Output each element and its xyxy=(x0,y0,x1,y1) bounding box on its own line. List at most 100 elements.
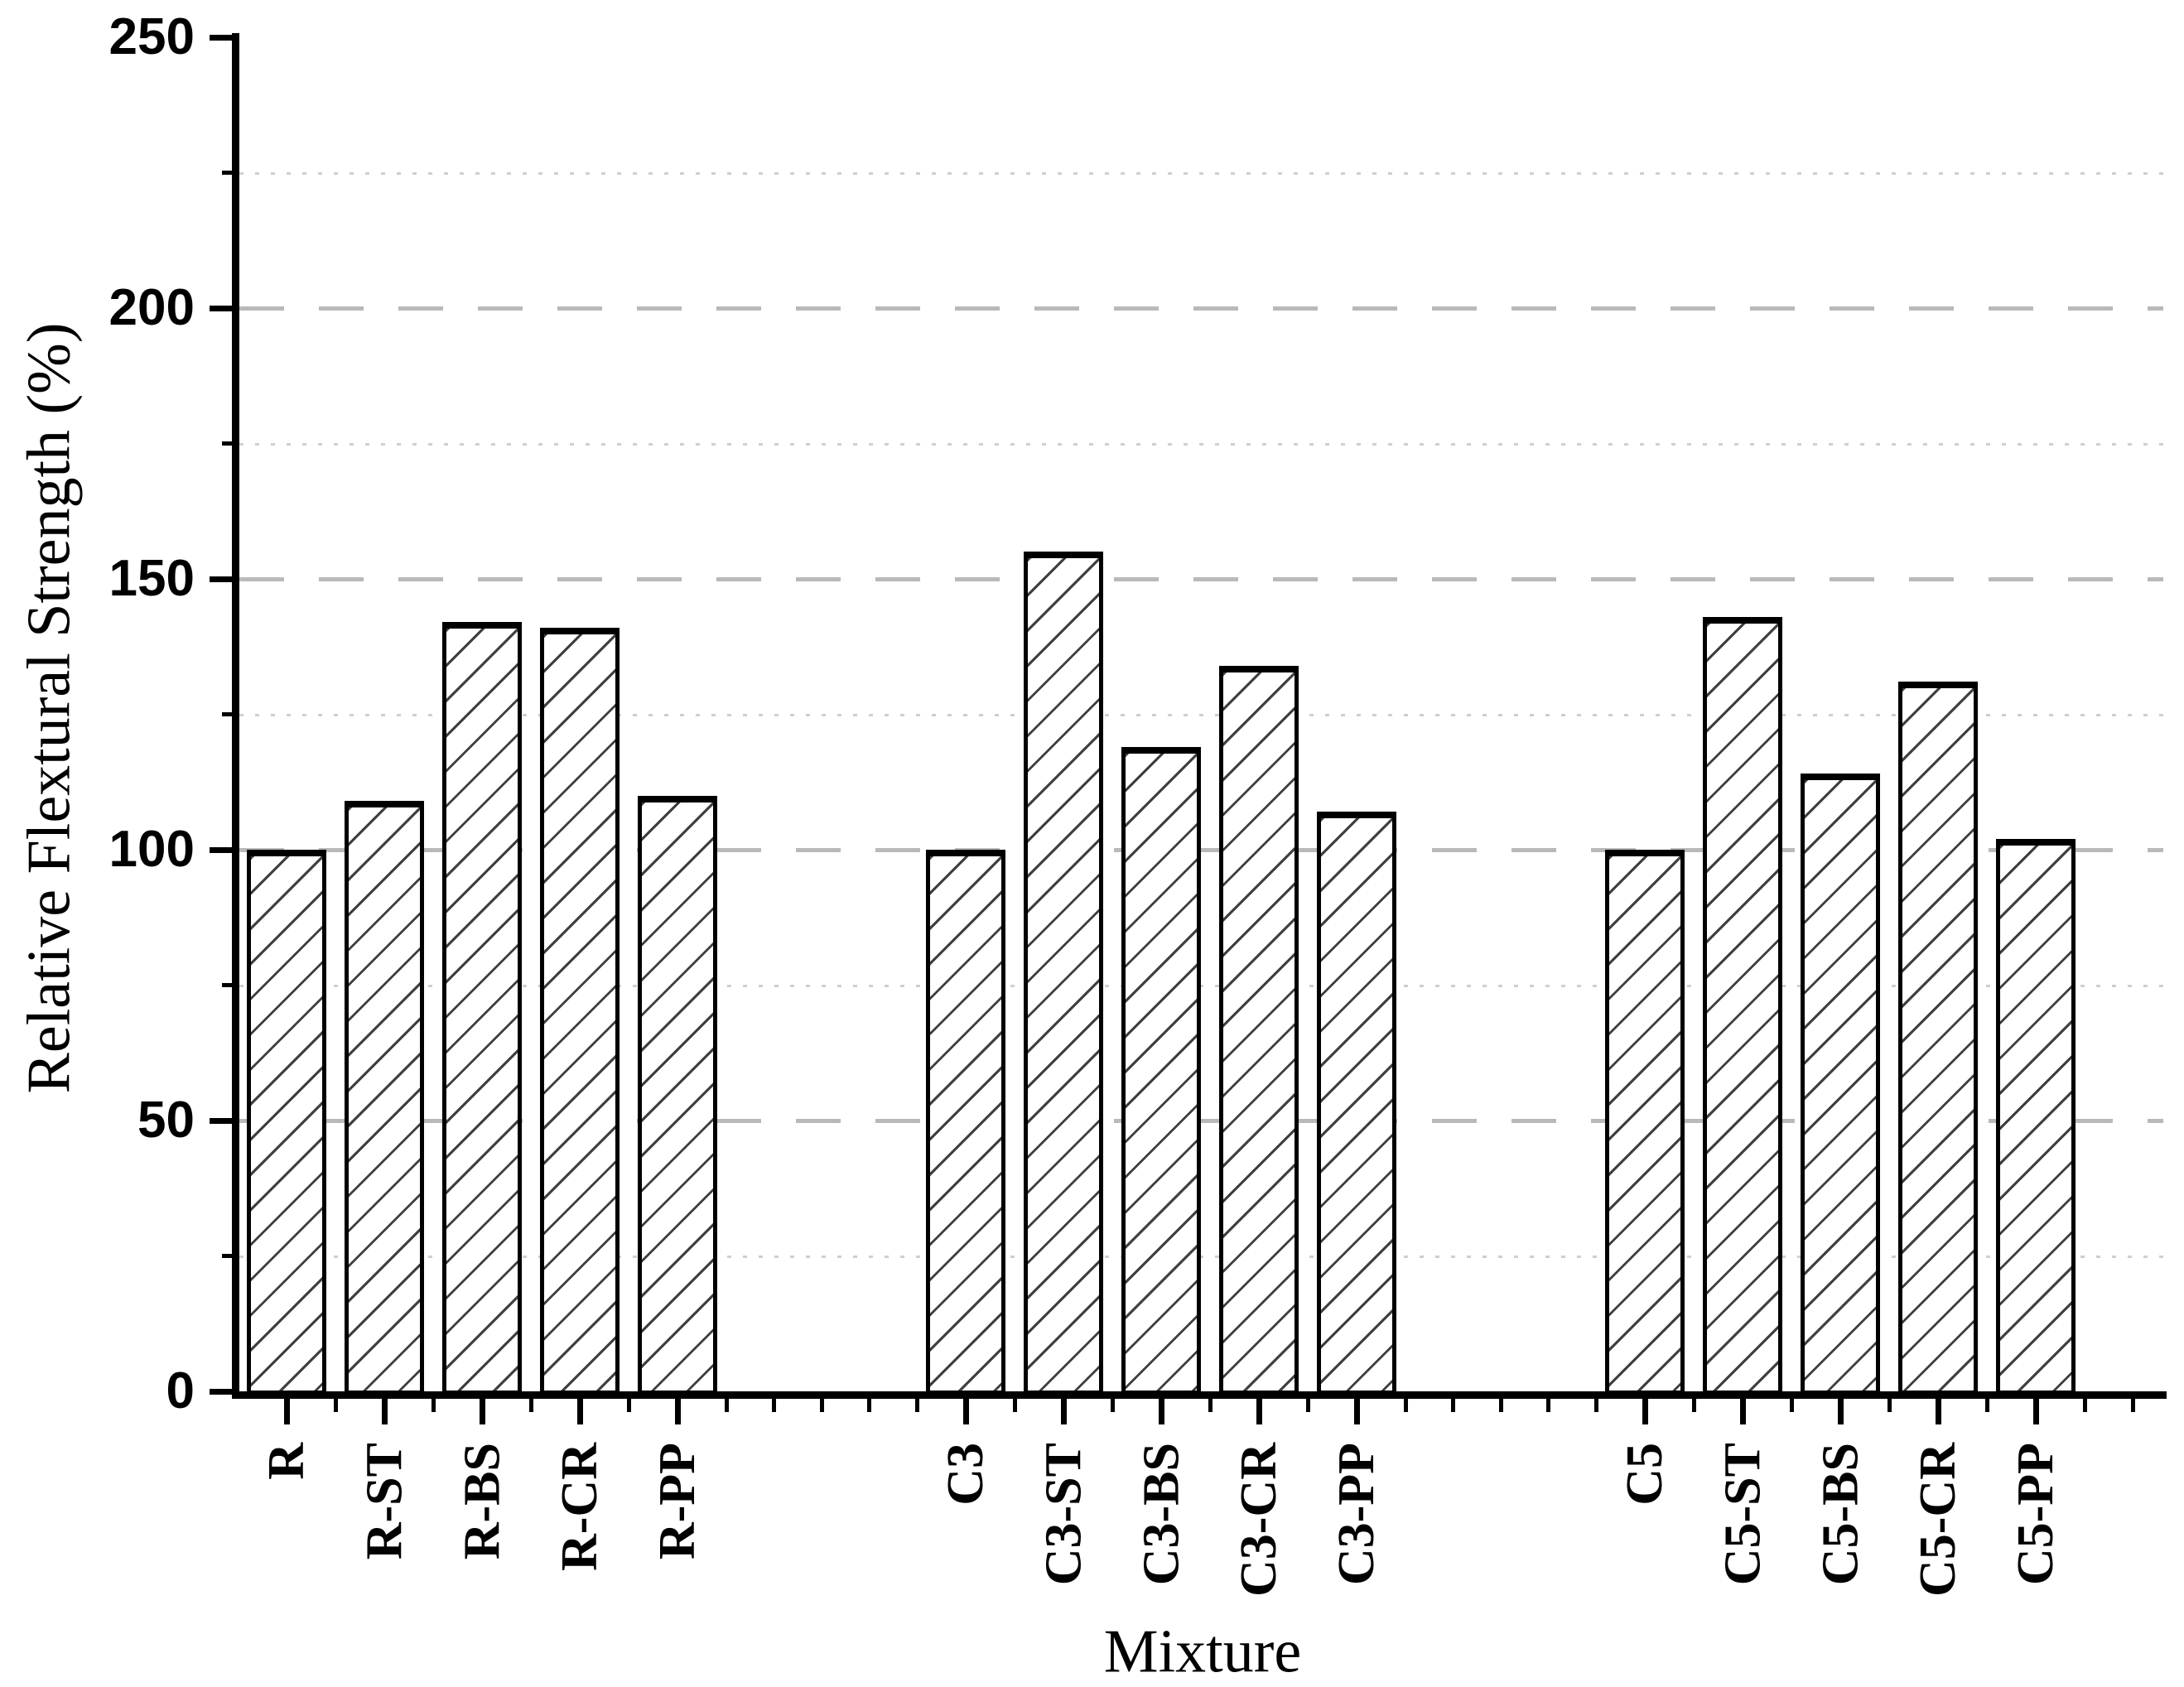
bar-C3-PP xyxy=(1317,812,1396,1395)
x-tick-label-text: C5-BS xyxy=(1812,1443,1868,1586)
x-major-tick-R-BS xyxy=(479,1395,485,1424)
x-minor-tick xyxy=(2082,1395,2087,1412)
x-axis-spine xyxy=(232,1391,2167,1399)
x-minor-tick xyxy=(1451,1395,1455,1412)
x-minor-tick xyxy=(1887,1395,1892,1412)
x-major-tick-C5-PP xyxy=(2032,1395,2039,1424)
x-minor-tick xyxy=(1984,1395,1989,1412)
minor-gridline-125 xyxy=(239,713,2163,716)
y-major-tick-0 xyxy=(210,1388,239,1395)
x-major-tick-R xyxy=(283,1395,290,1424)
y-minor-tick-175 xyxy=(222,441,239,446)
x-major-tick-C3 xyxy=(962,1395,969,1424)
x-minor-tick xyxy=(1498,1395,1503,1412)
x-tick-label-text: C3-PP xyxy=(1328,1443,1385,1586)
x-minor-tick xyxy=(431,1395,436,1412)
y-major-tick-50 xyxy=(210,1117,239,1124)
bar-R-PP xyxy=(638,795,717,1395)
major-gridline-50 xyxy=(239,1119,2163,1123)
x-minor-tick xyxy=(1593,1395,1598,1412)
bar-C5-CR xyxy=(1898,682,1978,1395)
bar-C3-ST xyxy=(1024,552,1103,1395)
y-tick-label-200: 200 xyxy=(108,279,195,336)
y-tick-label-150: 150 xyxy=(108,550,195,607)
x-tick-label-text: R xyxy=(258,1443,315,1480)
x-minor-tick xyxy=(2130,1395,2135,1412)
bar-R-CR xyxy=(540,627,620,1395)
x-axis-title: Mixture xyxy=(1103,1617,1302,1686)
bar-C3-CR xyxy=(1219,665,1299,1395)
y-minor-tick-75 xyxy=(222,983,239,987)
x-major-tick-C5 xyxy=(1642,1395,1648,1424)
x-minor-tick xyxy=(914,1395,919,1412)
x-tick-label-text: C3-CR xyxy=(1231,1443,1287,1597)
x-minor-tick xyxy=(333,1395,338,1412)
x-minor-tick xyxy=(1789,1395,1794,1412)
x-tick-label-text: C5-PP xyxy=(2008,1443,2064,1586)
bar-R-BS xyxy=(442,622,522,1395)
x-tick-label-text: C3 xyxy=(938,1443,994,1506)
bar-R-ST xyxy=(345,801,424,1395)
x-tick-label-text: R-CR xyxy=(552,1443,608,1571)
bar-C5-PP xyxy=(1996,838,2076,1395)
minor-gridline-175 xyxy=(239,442,2163,446)
x-minor-tick xyxy=(528,1395,533,1412)
x-minor-tick xyxy=(1691,1395,1696,1412)
x-tick-label-text: R-BS xyxy=(454,1443,510,1560)
y-axis-title: Relative Flextural Strength (%) xyxy=(15,322,84,1094)
x-major-tick-C3-CR xyxy=(1256,1395,1262,1424)
x-tick-label-text: C5 xyxy=(1617,1443,1673,1506)
bar-C3 xyxy=(926,850,1005,1395)
x-tick-label-text: C5-CR xyxy=(1910,1443,1966,1597)
x-major-tick-C3-BS xyxy=(1158,1395,1164,1424)
y-major-tick-250 xyxy=(210,34,239,41)
x-minor-tick xyxy=(1110,1395,1115,1412)
minor-gridline-225 xyxy=(239,171,2163,175)
x-major-tick-R-ST xyxy=(381,1395,388,1424)
x-minor-tick xyxy=(819,1395,824,1412)
x-major-tick-R-CR xyxy=(576,1395,583,1424)
x-tick-label-text: C3-BS xyxy=(1133,1443,1189,1586)
y-tick-label-250: 250 xyxy=(108,8,195,65)
major-gridline-150 xyxy=(239,577,2163,581)
y-tick-label-0: 0 xyxy=(166,1362,195,1419)
x-minor-tick xyxy=(1546,1395,1550,1412)
x-major-tick-C5-CR xyxy=(1935,1395,1941,1424)
x-major-tick-C5-BS xyxy=(1837,1395,1844,1424)
minor-gridline-25 xyxy=(239,1255,2163,1258)
x-major-tick-R-PP xyxy=(674,1395,681,1424)
major-gridline-200 xyxy=(239,306,2163,311)
x-tick-label-text: C3-ST xyxy=(1035,1443,1092,1586)
x-tick-label-text: R-PP xyxy=(649,1443,706,1560)
y-axis-spine xyxy=(232,33,239,1399)
x-minor-tick xyxy=(1403,1395,1408,1412)
y-minor-tick-125 xyxy=(222,712,239,716)
y-minor-tick-25 xyxy=(222,1254,239,1258)
minor-gridline-75 xyxy=(239,984,2163,987)
bar-C5 xyxy=(1605,850,1685,1395)
y-major-tick-200 xyxy=(210,305,239,311)
y-tick-label-100: 100 xyxy=(108,821,195,878)
major-gridline-100 xyxy=(239,848,2163,852)
y-tick-label-50: 50 xyxy=(137,1092,195,1149)
x-minor-tick xyxy=(1012,1395,1017,1412)
x-tick-label-text: C5-ST xyxy=(1714,1443,1771,1586)
x-major-tick-C5-ST xyxy=(1739,1395,1746,1424)
x-major-tick-C3-PP xyxy=(1353,1395,1360,1424)
x-major-tick-C3-ST xyxy=(1060,1395,1067,1424)
x-minor-tick xyxy=(867,1395,871,1412)
x-minor-tick xyxy=(626,1395,631,1412)
bar-R xyxy=(247,850,326,1395)
y-major-tick-100 xyxy=(210,846,239,853)
y-minor-tick-225 xyxy=(222,171,239,175)
x-minor-tick xyxy=(1305,1395,1310,1412)
y-major-tick-150 xyxy=(210,576,239,582)
x-minor-tick xyxy=(772,1395,776,1412)
bar-C3-BS xyxy=(1121,746,1201,1395)
x-tick-label-text: R-ST xyxy=(356,1443,412,1560)
x-minor-tick xyxy=(724,1395,729,1412)
bar-C5-ST xyxy=(1703,616,1782,1395)
x-minor-tick xyxy=(1208,1395,1213,1412)
bar-C5-BS xyxy=(1801,774,1880,1395)
